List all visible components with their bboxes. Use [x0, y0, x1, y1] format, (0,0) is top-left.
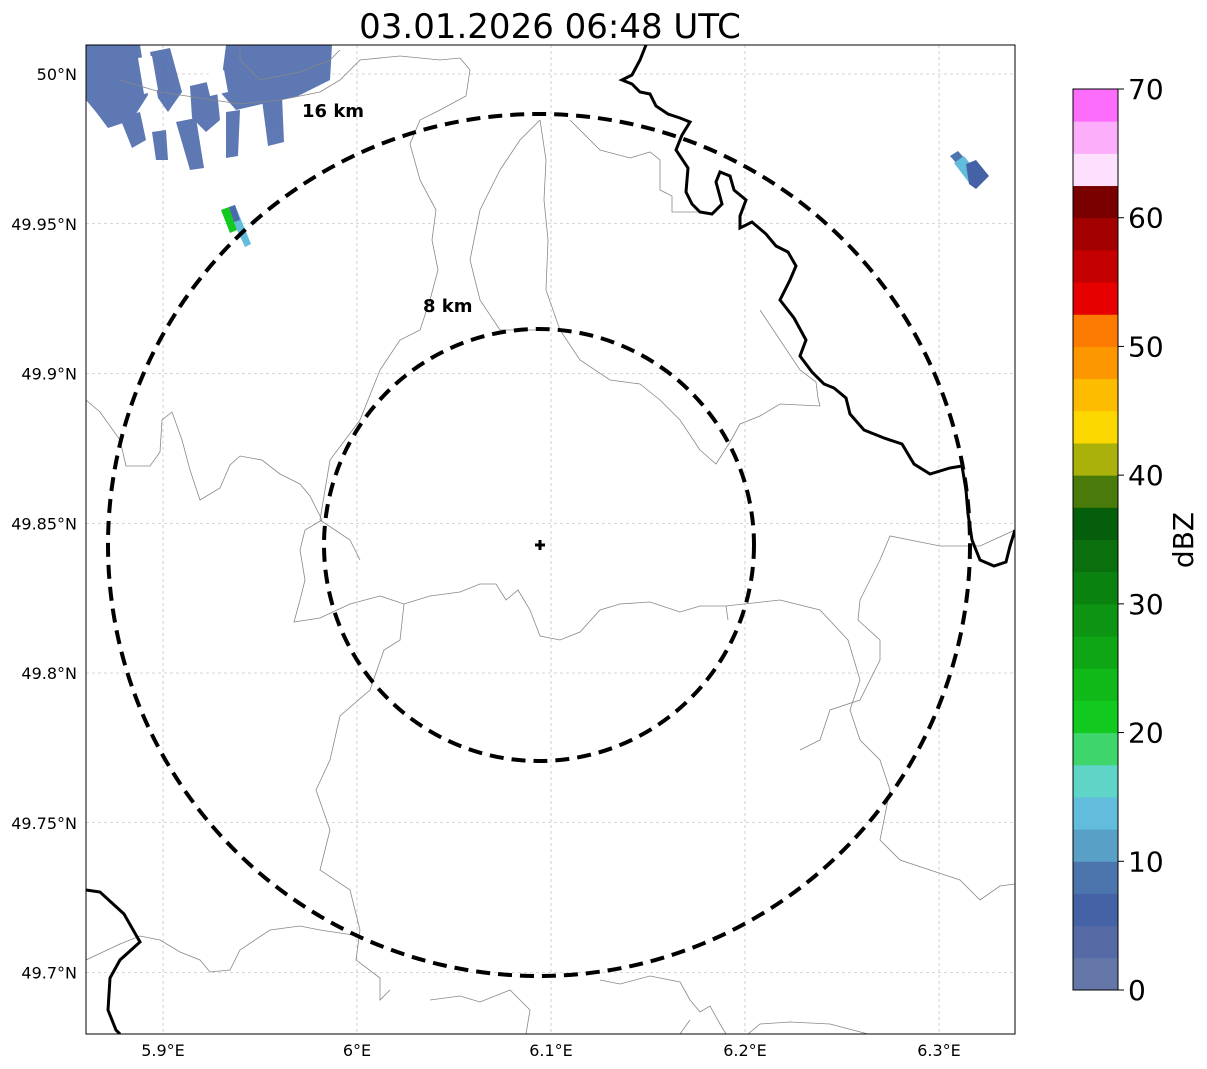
- colorbar-segment: [1073, 89, 1118, 122]
- colorbar: [1073, 89, 1118, 991]
- colorbar-tick-label: 10: [1128, 845, 1164, 878]
- colorbar-segment: [1073, 957, 1118, 991]
- colorbar-segment: [1073, 282, 1118, 315]
- colorbar-ticks: 0 10 20 30 40 50 60 70: [1118, 73, 1164, 1007]
- colorbar-segment: [1073, 668, 1118, 701]
- colorbar-tick-label: 20: [1128, 717, 1164, 750]
- colorbar-tick-label: 70: [1128, 73, 1164, 106]
- range-ring-label-8km: 8 km: [423, 296, 473, 317]
- colorbar-tick-label: 30: [1128, 588, 1164, 621]
- x-axis-ticks: 5.9°E 6°E 6.1°E 6.2°E 6.3°E: [141, 1041, 961, 1060]
- x-tick-label: 5.9°E: [141, 1041, 185, 1060]
- gridlines: [86, 45, 1015, 1034]
- map-background: [86, 45, 1015, 1034]
- y-tick-label: 49.95°N: [11, 215, 77, 234]
- colorbar-segment: [1073, 764, 1118, 798]
- colorbar-title: dBZ: [1167, 512, 1200, 568]
- colorbar-segment: [1073, 153, 1118, 187]
- colorbar-segment: [1073, 378, 1118, 412]
- echo-cluster-northwest: [86, 45, 332, 170]
- x-tick-label: 6.3°E: [917, 1041, 961, 1060]
- colorbar-segment: [1073, 861, 1118, 894]
- colorbar-segment: [1073, 475, 1118, 508]
- y-tick-label: 49.75°N: [11, 814, 77, 833]
- range-ring-label-16km: 16 km: [302, 101, 364, 122]
- colorbar-tick-label: 60: [1128, 202, 1164, 235]
- colorbar-segment: [1073, 121, 1118, 154]
- y-tick-label: 49.9°N: [21, 365, 77, 384]
- y-tick-label: 49.8°N: [21, 664, 77, 683]
- y-axis-ticks: 50°N 49.95°N 49.9°N 49.85°N 49.8°N 49.75°N 49.…: [11, 65, 77, 983]
- colorbar-segment: [1073, 539, 1118, 573]
- colorbar-segment: [1073, 893, 1118, 927]
- colorbar-segment: [1073, 829, 1118, 862]
- x-tick-label: 6°E: [343, 1041, 371, 1060]
- map-title: 03.01.2026 06:48 UTC: [359, 7, 741, 47]
- echo-streak-west: [221, 205, 251, 247]
- colorbar-segment: [1073, 925, 1118, 959]
- map-features: 16 km 8 km: [86, 45, 1015, 1034]
- range-ring-8km: [322, 327, 756, 763]
- colorbar-segment: [1073, 410, 1118, 444]
- colorbar-segment: [1073, 636, 1118, 669]
- colorbar-segment: [1073, 314, 1118, 347]
- radar-echoes: [86, 45, 989, 247]
- y-tick-label: 49.85°N: [11, 514, 77, 533]
- y-tick-label: 49.7°N: [21, 964, 77, 983]
- x-tick-label: 6.2°E: [723, 1041, 767, 1060]
- y-tick-label: 50°N: [37, 65, 77, 84]
- colorbar-tick-label: 50: [1128, 330, 1164, 363]
- colorbar-segment: [1073, 217, 1118, 251]
- admin-boundaries: [86, 45, 1015, 1034]
- colorbar-segment: [1073, 603, 1118, 637]
- colorbar-segment: [1073, 732, 1118, 766]
- colorbar-frame: [1072, 88, 1119, 991]
- colorbar-segment: [1073, 346, 1118, 380]
- colorbar-segment: [1073, 700, 1118, 734]
- map-frame: [85, 44, 1016, 1035]
- colorbar-segment: [1073, 571, 1118, 605]
- colorbar-segment: [1073, 249, 1118, 283]
- colorbar-segment: [1073, 185, 1118, 219]
- colorbar-segment: [1073, 507, 1118, 540]
- range-ring-16km: [106, 112, 972, 978]
- x-tick-label: 6.1°E: [529, 1041, 573, 1060]
- colorbar-tick-label: 0: [1128, 974, 1146, 1007]
- radar-site-marker: [535, 540, 545, 550]
- range-rings: [106, 112, 972, 978]
- colorbar-tick-label: 40: [1128, 459, 1164, 492]
- colorbar-segment: [1073, 442, 1118, 476]
- national-borders: [86, 45, 1015, 1034]
- echo-cluster-northwest-light: [138, 56, 228, 96]
- echo-cluster-east: [950, 151, 989, 189]
- colorbar-segment: [1073, 796, 1118, 830]
